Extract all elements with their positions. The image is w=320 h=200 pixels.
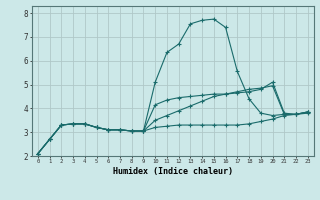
X-axis label: Humidex (Indice chaleur): Humidex (Indice chaleur) <box>113 167 233 176</box>
